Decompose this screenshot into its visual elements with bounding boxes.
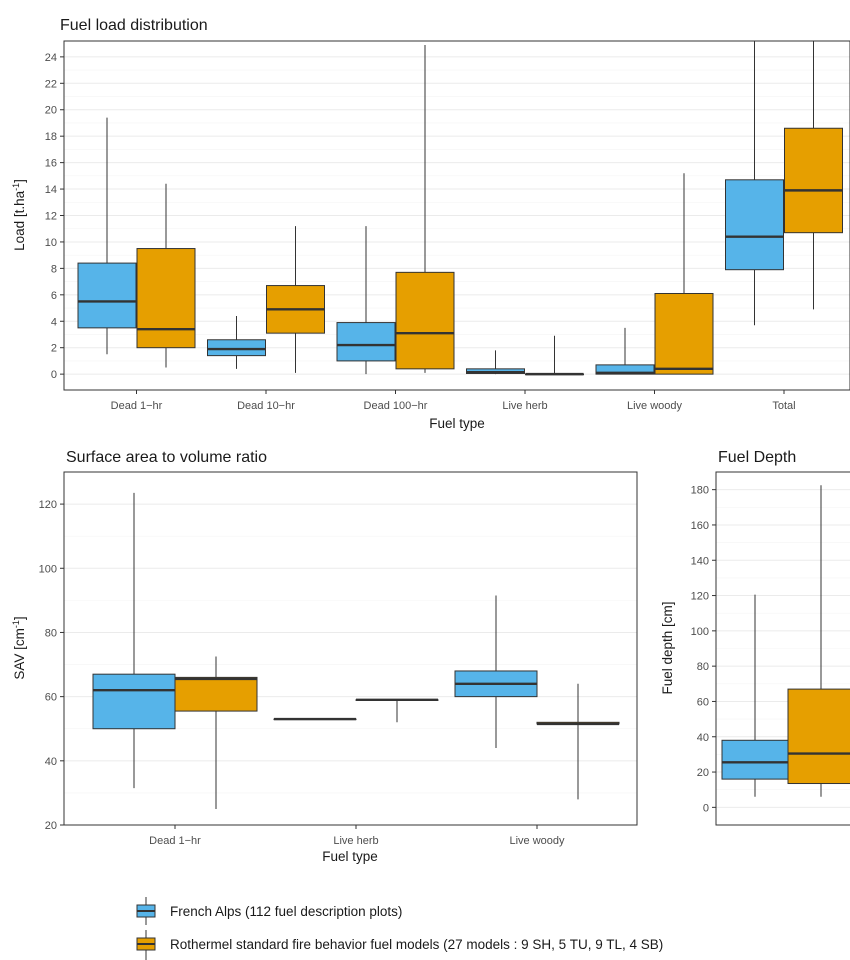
legend-label-french-alps: French Alps (112 fuel description plots) [170,904,402,919]
y-tick-label: 0 [703,802,709,814]
panel-fuel-load: Fuel load distribution 02468101214161820… [11,17,850,431]
y-tick-label: 120 [691,591,709,603]
y-tick-label: 80 [45,627,57,639]
y-tick-label: 20 [45,820,57,832]
y-tick-label: 40 [45,756,57,768]
x-tick-labels-fuel-load: Dead 1−hr Dead 10−hr Dead 100−hr Live herb L… [111,400,796,412]
x-tick-label: Live herb [502,400,547,412]
panel-border-fuel-depth [715,471,850,826]
x-tick-label: Live herb [333,835,378,847]
y-axis-title-end: ] [12,616,27,620]
y-tick-label: 180 [691,485,709,497]
x-tick-label: Dead 10−hr [237,400,295,412]
box-rothermel [136,248,196,349]
y-tick-labels-sav: 20 40 60 80 100 120 [39,499,64,832]
panel-sav: Surface area to volume ratio 20 40 60 80 100… [11,449,638,864]
y-axis-title-sav: SAV [cm-1] [11,616,27,679]
box-rothermel [174,676,258,712]
legend-label-rothermel: Rothermel standard fire behavior fuel mo… [170,937,663,952]
y-tick-label: 20 [697,767,709,779]
y-tick-label: 24 [45,52,57,64]
y-tick-label: 2 [51,343,57,355]
y-axis-title-main: SAV [cm [12,628,27,680]
y-tick-label: 0 [51,369,57,381]
y-tick-label: 6 [51,290,57,302]
x-tick-label: Live woody [509,835,565,847]
x-tick-label: Dead 1−hr [149,835,201,847]
box-french-alps [721,739,789,780]
box-rothermel [787,688,850,785]
legend: French Alps (112 fuel description plots)… [136,897,663,960]
box-french-alps [207,339,266,357]
y-axis-title-end: ] [12,179,27,183]
chart-title-fuel-depth: Fuel Depth [718,449,796,466]
legend-item-french-alps: French Alps (112 fuel description plots) [136,897,402,925]
y-tick-label: 80 [697,661,709,673]
chart-title-fuel-load: Fuel load distribution [60,17,208,34]
y-tick-label: 100 [39,563,57,575]
x-tick-label: Dead 1−hr [111,400,163,412]
boxes-fuel-load [77,41,843,376]
box-french-alps [336,322,396,362]
y-tick-label: 120 [39,499,57,511]
y-tick-label: 22 [45,78,57,90]
y-tick-label: 40 [697,732,709,744]
box-french-alps [725,179,784,271]
y-axis-title-fuel-depth: Fuel depth [cm] [660,601,675,694]
chart-title-sav: Surface area to volume ratio [66,449,267,466]
legend-item-rothermel: Rothermel standard fire behavior fuel mo… [136,930,663,960]
boxes-sav [92,492,620,809]
y-tick-label: 8 [51,263,57,275]
y-axis-title-main: Fuel depth [cm] [660,601,675,694]
y-tick-label: 12 [45,211,57,223]
boxes-fuel-depth [721,485,850,797]
y-tick-label: 10 [45,237,57,249]
box-rothermel [395,271,455,370]
plot-area-sav [64,472,637,825]
y-tick-label: 60 [697,696,709,708]
y-axis-title-superscript: -1 [11,620,21,628]
y-tick-label: 20 [45,105,57,117]
y-axis-title-superscript: -1 [11,183,21,191]
box-french-alps [92,673,176,730]
y-tick-label: 16 [45,158,57,170]
y-tick-label: 100 [691,626,709,638]
x-tick-label: Total [772,400,795,412]
x-tick-label: Dead 100−hr [364,400,428,412]
y-tick-label: 18 [45,131,57,143]
box-rothermel [654,292,714,375]
x-tick-label: Live woody [627,400,683,412]
y-tick-label: 60 [45,692,57,704]
box-french-alps [77,262,137,329]
box-french-alps [595,364,655,375]
y-axis-title-fuel-load: Load [t.ha-1] [11,179,27,251]
y-tick-label: 160 [691,520,709,532]
panel-border-sav [63,471,638,826]
y-tick-label: 4 [51,316,57,328]
y-tick-label: 140 [691,555,709,567]
y-axis-title-main: Load [t.ha [12,190,27,251]
panel-fuel-depth: Fuel Depth 0 20 40 60 80 100 120 140 160 180 Fuel… [660,449,850,826]
x-axis-title-sav: Fuel type [322,849,378,864]
y-tick-labels-fuel-depth: 0 20 40 60 80 100 120 140 160 180 [691,485,716,814]
x-tick-labels-sav: Dead 1−hr Live herb Live woody [149,835,565,847]
x-axis-title-fuel-load: Fuel type [429,416,485,431]
box-rothermel [784,127,843,234]
y-tick-label: 14 [45,184,57,196]
